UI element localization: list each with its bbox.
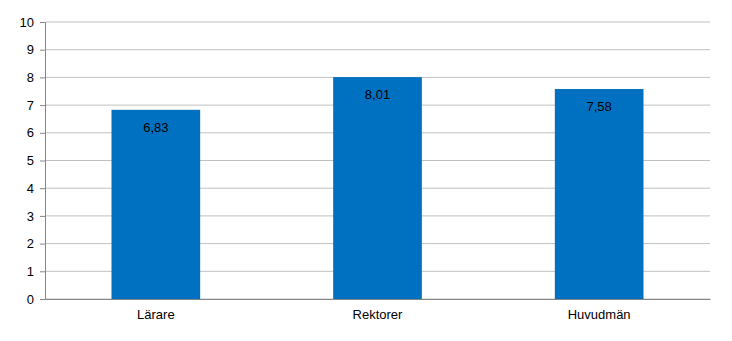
y-tick-mark bbox=[40, 299, 45, 300]
chart: 0 1 2 3 4 5 6 7 8 9 10 Lärare Rektorer Huvudmän 6,83 8,… bbox=[0, 0, 732, 341]
y-tick: 6 bbox=[27, 125, 45, 140]
y-tick-mark bbox=[40, 271, 45, 272]
x-tick-label: Lärare bbox=[137, 307, 175, 322]
y-axis: 0 1 2 3 4 5 6 7 8 9 10 bbox=[20, 15, 46, 307]
plot: 0 1 2 3 4 5 6 7 8 9 10 Lärare Rektorer Huvudmän 6,83 8,… bbox=[20, 15, 711, 323]
y-tick-mark bbox=[40, 161, 45, 162]
x-tick-label: Huvudmän bbox=[568, 307, 631, 322]
grid bbox=[45, 22, 710, 299]
y-tick: 3 bbox=[27, 209, 45, 224]
y-tick-label: 0 bbox=[27, 292, 34, 307]
y-tick-mark bbox=[40, 244, 45, 245]
data-label: 6,83 bbox=[143, 120, 168, 135]
y-tick: 1 bbox=[27, 264, 45, 279]
y-tick-label: 10 bbox=[20, 15, 34, 30]
grid-line bbox=[45, 22, 710, 23]
y-tick-label: 9 bbox=[27, 42, 34, 57]
x-tick: Rektorer bbox=[353, 299, 404, 322]
x-tick-label: Rektorer bbox=[353, 307, 404, 322]
y-tick-mark bbox=[40, 133, 45, 134]
y-tick-mark bbox=[40, 22, 45, 23]
x-tick: Huvudmän bbox=[568, 299, 631, 322]
x-axis: Lärare Rektorer Huvudmän bbox=[46, 299, 711, 322]
y-tick-mark bbox=[40, 50, 45, 51]
y-tick: 5 bbox=[27, 153, 45, 168]
y-tick-label: 4 bbox=[27, 181, 34, 196]
y-tick-mark bbox=[40, 188, 45, 189]
y-tick: 7 bbox=[27, 98, 45, 113]
y-tick-mark bbox=[40, 216, 45, 217]
y-tick-label: 7 bbox=[27, 98, 34, 113]
y-tick-mark bbox=[40, 105, 45, 106]
y-tick-label: 2 bbox=[27, 236, 34, 251]
y-tick: 9 bbox=[27, 42, 45, 57]
y-tick-label: 3 bbox=[27, 209, 34, 224]
y-tick: 0 bbox=[27, 292, 45, 307]
y-axis-line bbox=[40, 23, 46, 300]
y-tick-mark bbox=[40, 77, 45, 78]
y-tick: 2 bbox=[27, 236, 45, 251]
y-tick-label: 5 bbox=[27, 153, 34, 168]
bar bbox=[555, 89, 644, 299]
data-labels: 6,83 8,01 7,58 bbox=[143, 87, 612, 135]
y-tick-label: 8 bbox=[27, 70, 34, 85]
bars bbox=[112, 77, 644, 299]
y-tick: 8 bbox=[27, 70, 45, 85]
bar bbox=[112, 110, 201, 299]
y-tick: 4 bbox=[27, 181, 45, 196]
bar bbox=[333, 77, 422, 299]
y-tick: 10 bbox=[20, 15, 45, 30]
data-label: 7,58 bbox=[587, 99, 612, 114]
data-label: 8,01 bbox=[365, 87, 390, 102]
grid-line bbox=[45, 49, 710, 50]
y-tick-label: 6 bbox=[27, 125, 34, 140]
x-tick: Lärare bbox=[137, 299, 175, 322]
y-tick-label: 1 bbox=[27, 264, 34, 279]
x-axis-line bbox=[46, 299, 711, 300]
